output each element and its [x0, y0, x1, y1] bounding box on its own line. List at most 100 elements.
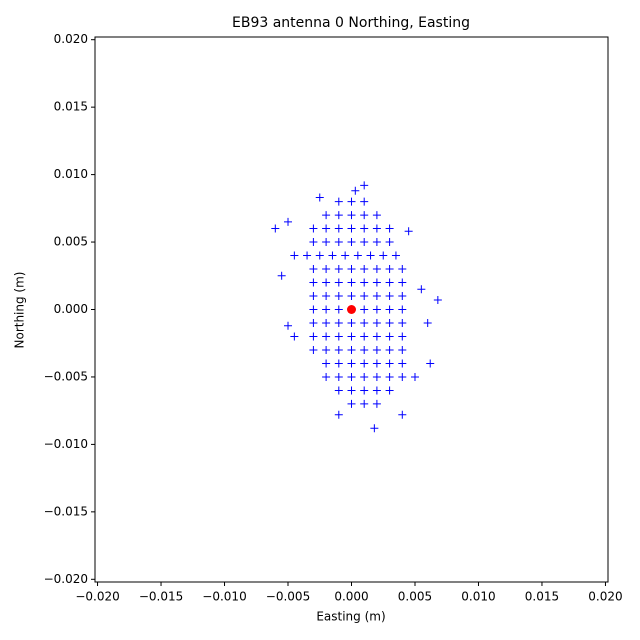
point [372, 372, 381, 381]
point [372, 345, 381, 354]
point [322, 292, 331, 301]
x-tick-label: 0.010 [461, 590, 495, 604]
x-tick-label: −0.010 [202, 590, 246, 604]
point [385, 332, 394, 341]
point [360, 372, 369, 381]
point [309, 305, 318, 314]
x-axis-label: Easting (m) [316, 610, 385, 624]
point [347, 292, 356, 301]
y-tick-label: −0.020 [44, 572, 88, 586]
y-tick-label: −0.015 [44, 504, 88, 518]
point [385, 238, 394, 247]
point [347, 224, 356, 233]
point [347, 345, 356, 354]
point [398, 305, 407, 314]
point [372, 318, 381, 327]
x-tick-label: −0.005 [266, 590, 310, 604]
point [372, 399, 381, 408]
y-tick-label: 0.010 [54, 167, 88, 181]
point [398, 410, 407, 419]
point [347, 318, 356, 327]
point [334, 372, 343, 381]
point [322, 318, 331, 327]
point [360, 399, 369, 408]
x-tick-label: −0.015 [139, 590, 183, 604]
point [309, 265, 318, 274]
point [322, 305, 331, 314]
point [303, 251, 312, 260]
point [433, 296, 442, 305]
point [372, 332, 381, 341]
point [370, 424, 379, 433]
x-tick-label: −0.020 [75, 590, 119, 604]
point [347, 278, 356, 287]
point [372, 211, 381, 220]
point [341, 251, 350, 260]
point [385, 292, 394, 301]
point [334, 318, 343, 327]
point [410, 372, 419, 381]
point [423, 318, 432, 327]
point [372, 265, 381, 274]
point [360, 238, 369, 247]
point [322, 359, 331, 368]
point [360, 318, 369, 327]
point [426, 359, 435, 368]
point [351, 186, 360, 195]
point [353, 251, 362, 260]
point [347, 386, 356, 395]
point [398, 345, 407, 354]
y-tick-label: 0.000 [54, 302, 88, 316]
point [284, 321, 293, 330]
plot-frame [94, 36, 609, 583]
point [360, 386, 369, 395]
point [385, 224, 394, 233]
y-tick-label: −0.010 [44, 437, 88, 451]
point [322, 238, 331, 247]
point [360, 181, 369, 190]
point [284, 217, 293, 226]
point [372, 386, 381, 395]
point [309, 345, 318, 354]
point [391, 251, 400, 260]
point [385, 305, 394, 314]
x-tick-label: 0.000 [334, 590, 368, 604]
y-tick-label: 0.020 [54, 32, 88, 46]
point [372, 278, 381, 287]
point [385, 278, 394, 287]
chart-title: EB93 antenna 0 Northing, Easting [232, 15, 470, 31]
point [322, 372, 331, 381]
point [379, 251, 388, 260]
point [372, 305, 381, 314]
point [322, 345, 331, 354]
point [334, 278, 343, 287]
point [347, 265, 356, 274]
point [385, 345, 394, 354]
point [290, 251, 299, 260]
point [334, 224, 343, 233]
point [309, 332, 318, 341]
point [322, 265, 331, 274]
point [360, 359, 369, 368]
point [309, 278, 318, 287]
point [385, 359, 394, 368]
point [328, 251, 337, 260]
point [372, 359, 381, 368]
point [385, 386, 394, 395]
point [360, 345, 369, 354]
y-tick-label: 0.015 [54, 100, 88, 114]
point [334, 332, 343, 341]
point [360, 265, 369, 274]
x-tick-label: 0.015 [525, 590, 559, 604]
point [309, 292, 318, 301]
point [309, 238, 318, 247]
point [372, 292, 381, 301]
point [360, 332, 369, 341]
point [347, 238, 356, 247]
point [347, 305, 356, 314]
point [372, 238, 381, 247]
point [277, 271, 286, 280]
point [334, 197, 343, 206]
